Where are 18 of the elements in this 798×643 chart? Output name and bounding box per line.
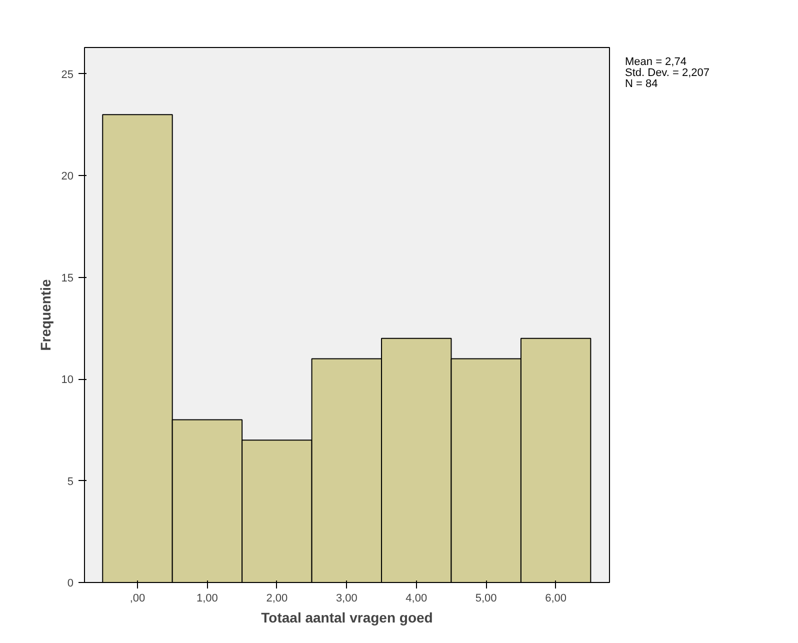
y-tick-label: 15	[61, 272, 74, 284]
y-tick-label: 20	[61, 170, 74, 183]
y-tick-label: 0	[67, 578, 74, 590]
x-tick-label: 3,00	[336, 592, 358, 604]
x-tick-label: ,00	[130, 592, 146, 604]
y-tick-label: 10	[61, 374, 74, 386]
x-tick-label: 2,00	[266, 592, 288, 604]
text: Std. Dev. = 2,207	[625, 67, 710, 79]
x-tick-label: 6,00	[545, 592, 567, 604]
x-tick-label: 4,00	[406, 592, 428, 604]
y-axis-title: Frequentie	[37, 279, 54, 351]
x-axis-title: Totaal aantal vragen goed	[261, 610, 433, 626]
x-tick-label: 1,00	[196, 592, 218, 604]
y-tick-label: 25	[61, 68, 74, 81]
x-tick-label: 5,00	[475, 592, 497, 604]
text: N = 84	[625, 78, 658, 90]
y-tick-label: 5	[67, 476, 74, 488]
text: Mean = 2,74	[625, 56, 686, 68]
